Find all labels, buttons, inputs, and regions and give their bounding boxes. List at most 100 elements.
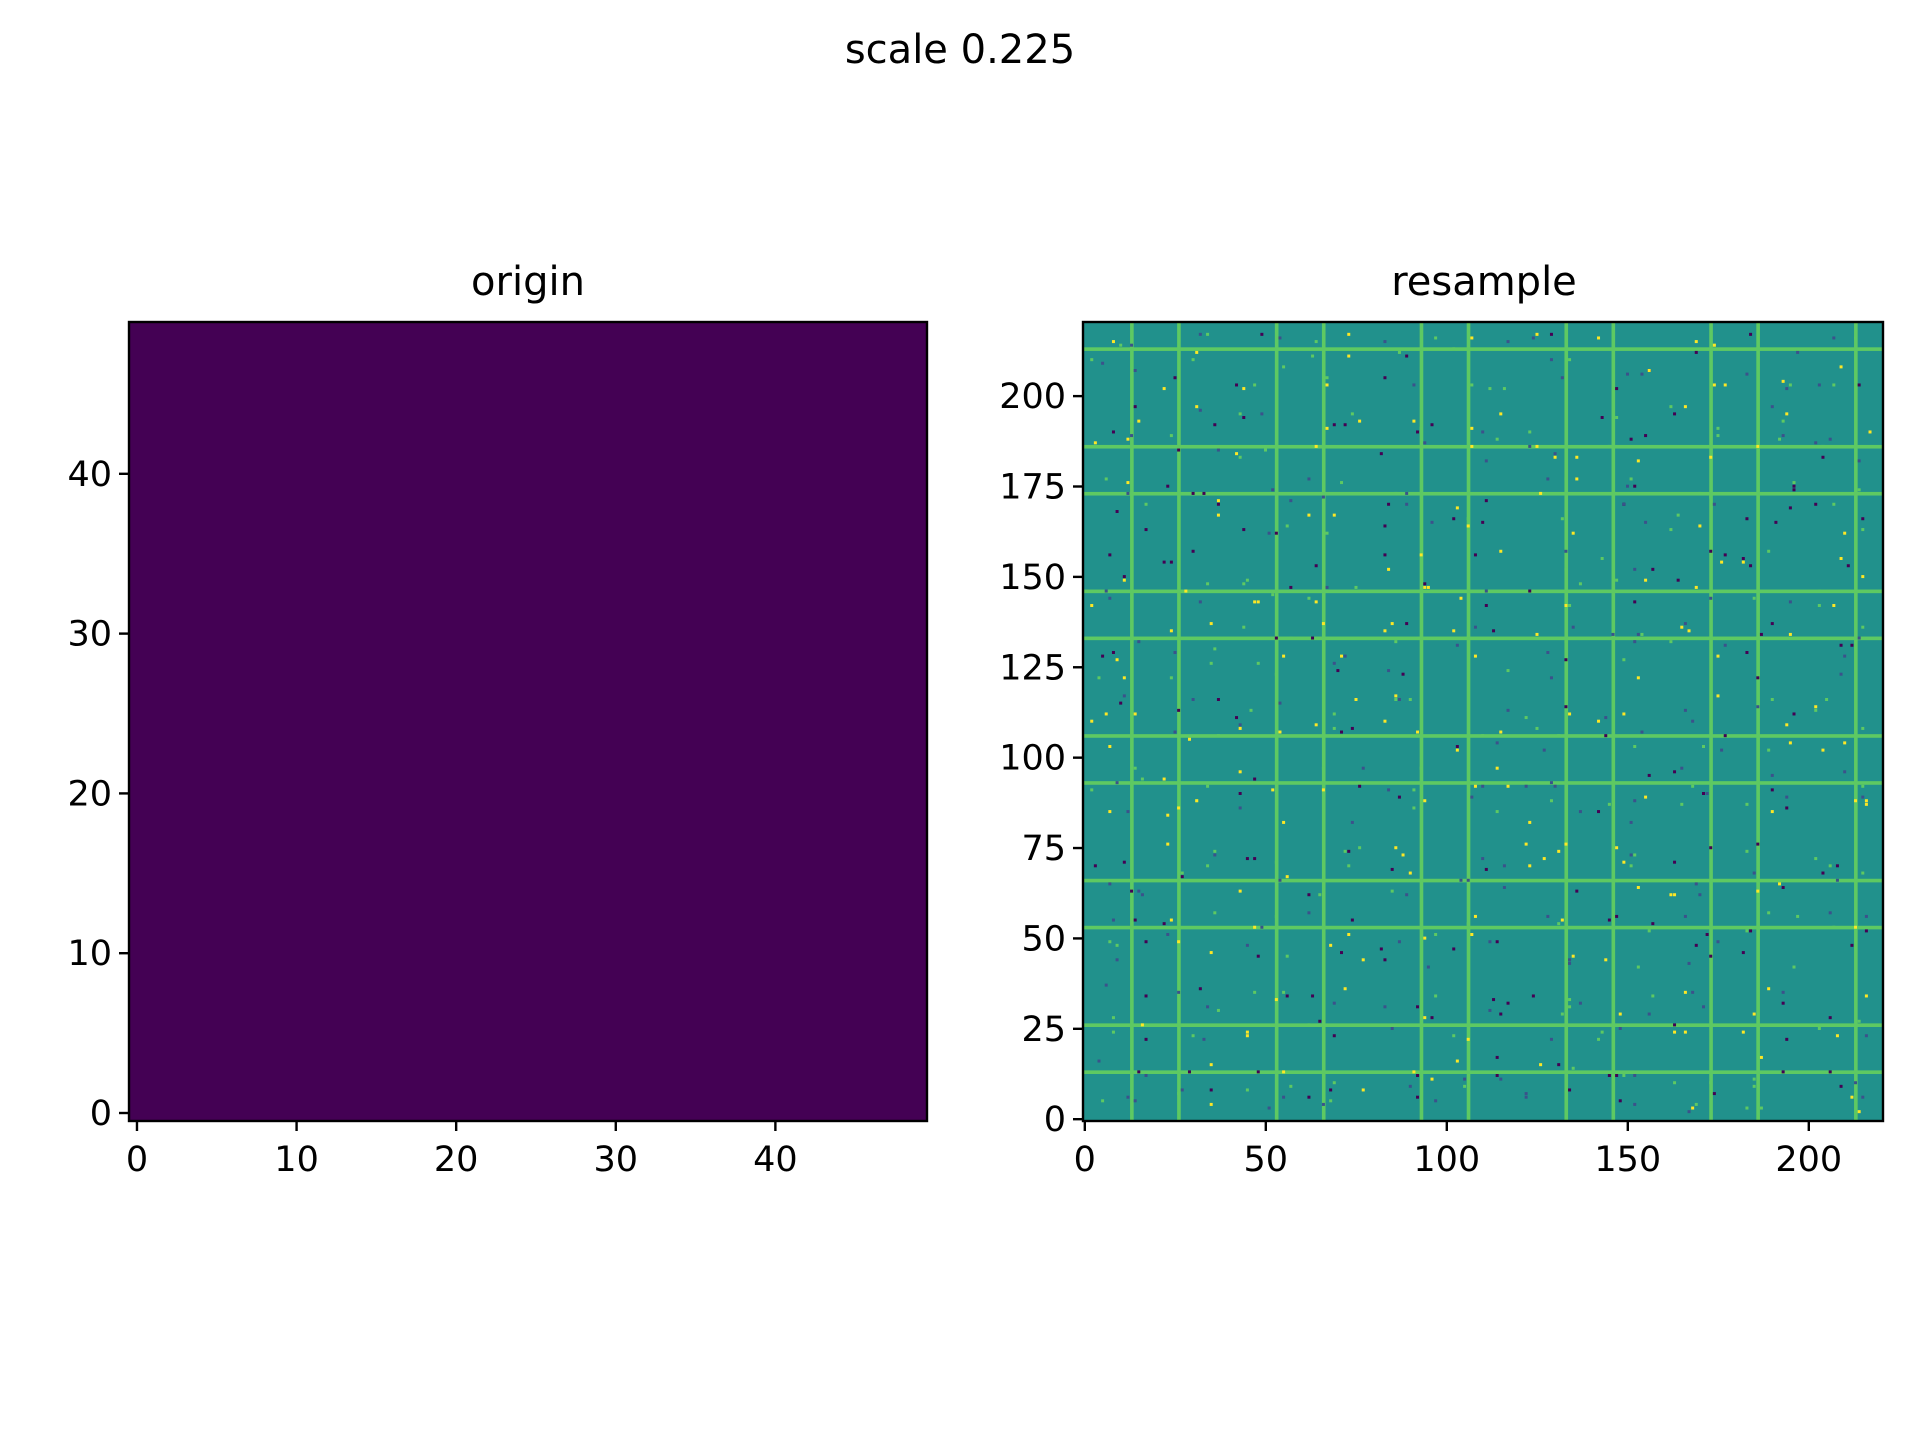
pattern-dot — [1825, 698, 1829, 701]
pattern-dot — [1253, 857, 1257, 861]
pattern-dot — [1104, 589, 1108, 593]
pattern-dot — [1093, 864, 1097, 868]
pattern-dot — [1781, 434, 1785, 438]
pattern-dot — [1745, 372, 1749, 376]
pattern-dot — [1412, 788, 1416, 792]
pattern-dot — [1484, 459, 1488, 463]
pattern-vertical-line — [1419, 322, 1424, 1121]
pattern-dot — [1213, 423, 1217, 427]
pattern-dot — [1499, 412, 1503, 416]
pattern-dot — [1814, 708, 1818, 712]
pattern-dot — [1839, 643, 1843, 647]
pattern-dot — [1416, 730, 1420, 734]
pattern-dot — [1528, 820, 1532, 824]
pattern-dot — [1242, 528, 1246, 532]
y-tick-label: 125 — [999, 648, 1066, 688]
pattern-dot — [1336, 669, 1340, 673]
pattern-dot — [1140, 893, 1144, 897]
pattern-vertical-line — [1130, 322, 1134, 1121]
pattern-dot — [1187, 1070, 1191, 1074]
pattern-dot — [1549, 676, 1553, 680]
pattern-dot — [1090, 604, 1094, 607]
pattern-dot — [1676, 513, 1680, 517]
pattern-dot — [1459, 596, 1463, 600]
pattern-dot — [1144, 1037, 1148, 1041]
pattern-dot — [1347, 933, 1351, 936]
pattern-dot — [1759, 1106, 1763, 1110]
pattern-dot — [1090, 788, 1094, 792]
pattern-dot — [1607, 802, 1611, 806]
pattern-dot — [1651, 922, 1655, 926]
pattern-dot — [1245, 943, 1249, 947]
pattern-dot — [1546, 651, 1550, 654]
pattern-dot — [1122, 578, 1126, 582]
pattern-dot — [1350, 726, 1354, 730]
pattern-dot — [1633, 1102, 1637, 1106]
pattern-dot — [1470, 933, 1474, 936]
pattern-dot — [1687, 629, 1691, 633]
pattern-vertical-line — [1274, 322, 1279, 1121]
pattern-dot — [1282, 820, 1286, 824]
pattern-dot — [1256, 661, 1260, 665]
pattern-dot — [1854, 925, 1858, 929]
pattern-dot — [1683, 990, 1687, 994]
pattern-dot — [1419, 426, 1423, 430]
pattern-dot — [1568, 1005, 1572, 1009]
pattern-dot — [1600, 1030, 1604, 1034]
pattern-dot — [1709, 495, 1713, 499]
pattern-dot — [1778, 882, 1782, 886]
pattern-dot — [1546, 914, 1550, 918]
pattern-dot — [1419, 766, 1423, 770]
pattern-dot — [1332, 1034, 1336, 1038]
pattern-dot — [1111, 340, 1115, 344]
pattern-dot — [1307, 513, 1311, 517]
pattern-dot — [1633, 799, 1637, 803]
pattern-dot — [1687, 961, 1691, 965]
pattern-dot — [1644, 434, 1648, 438]
pattern-dot — [1470, 383, 1474, 387]
pattern-dot — [1557, 1063, 1561, 1067]
pattern-dot — [1253, 600, 1257, 604]
pattern-dot — [1238, 455, 1242, 459]
pattern-dot — [1723, 643, 1727, 647]
pattern-horizontal-line — [1083, 491, 1883, 496]
pattern-dot — [1130, 434, 1134, 438]
pattern-dot — [1864, 802, 1868, 806]
pattern-dot — [1712, 502, 1716, 506]
pattern-dot — [1216, 734, 1220, 738]
pattern-dot — [1162, 777, 1166, 781]
pattern-dot — [1673, 1081, 1677, 1085]
pattern-dot — [1325, 531, 1329, 535]
pattern-dot — [1379, 947, 1383, 951]
y-tick-label: 20 — [67, 774, 112, 814]
pattern-dot — [1133, 766, 1137, 770]
pattern-vertical-line — [1564, 322, 1569, 1121]
pattern-dot — [1821, 748, 1825, 752]
pattern-dot — [1506, 708, 1510, 712]
pattern-dot — [1817, 383, 1821, 387]
pattern-dot — [1767, 987, 1771, 991]
pattern-dot — [1166, 813, 1170, 817]
pattern-dot — [1177, 448, 1181, 452]
pattern-dot — [1423, 936, 1427, 940]
pattern-dot — [1832, 383, 1836, 387]
pattern-dot — [1767, 549, 1771, 553]
pattern-dot — [1745, 651, 1749, 654]
pattern-dot — [1495, 940, 1499, 944]
pattern-dot — [1716, 654, 1720, 658]
pattern-dot — [1282, 990, 1286, 994]
pattern-dot — [1709, 846, 1713, 850]
pattern-dot — [1397, 940, 1401, 944]
pattern-dot — [1694, 943, 1698, 947]
pattern-horizontal-line — [1083, 347, 1883, 351]
pattern-dot — [1524, 1092, 1528, 1096]
resample-title: resample — [1391, 259, 1577, 305]
pattern-dot — [1137, 889, 1141, 893]
pattern-dot — [1861, 625, 1865, 629]
pattern-dot — [1709, 455, 1713, 459]
pattern-dot — [1683, 1030, 1687, 1034]
pattern-dot — [1578, 810, 1582, 814]
pattern-dot — [1611, 632, 1615, 636]
pattern-dot — [1111, 1030, 1115, 1034]
pattern-dot — [1785, 412, 1789, 416]
